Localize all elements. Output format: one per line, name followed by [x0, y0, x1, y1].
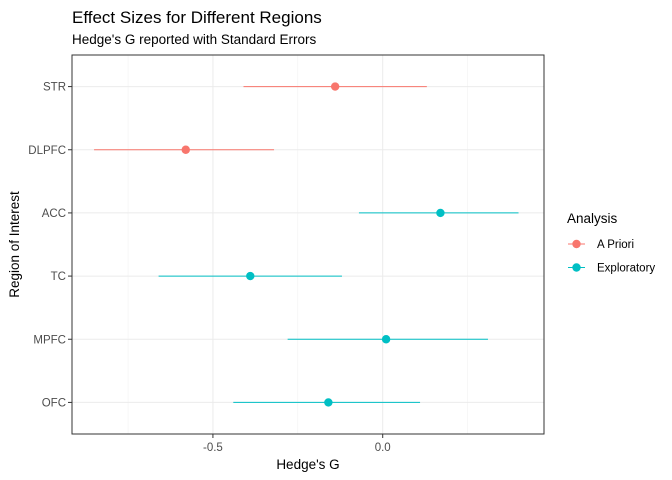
point-mpfc: [381, 335, 391, 344]
point-dlpfc: [181, 145, 190, 154]
y-tick-label-acc: ACC: [42, 208, 66, 220]
y-tick-label-mpfc: MPFC: [33, 334, 66, 346]
y-tick-label-str: STR: [43, 82, 66, 94]
legend-key-point: [572, 263, 581, 272]
y-tick-label-dlpfc: DLPFC: [28, 145, 66, 157]
legend-title: Analysis: [567, 211, 618, 226]
plot-marks: [94, 82, 519, 407]
x-tick-label: -0.5: [203, 442, 223, 454]
legend-label: Exploratory: [597, 263, 655, 275]
x-tick-label: 0.0: [375, 442, 391, 454]
y-tick-label-tc: TC: [51, 271, 66, 283]
legend: Analysis A Priori Exploratory: [567, 211, 655, 275]
axes: -0.5 0.0 STR DLPFC ACC TC MPFC OFC: [28, 82, 390, 454]
chart-title: Effect Sizes for Different Regions: [72, 8, 322, 27]
legend-key-point: [572, 239, 581, 249]
point-str: [330, 82, 340, 91]
plot-panel-border: [71, 54, 545, 435]
point-tc: [246, 271, 255, 281]
gridlines: [72, 55, 544, 434]
point-acc: [436, 208, 445, 218]
point-ofc: [324, 398, 333, 407]
y-tick-label-ofc: OFC: [42, 397, 66, 409]
legend-label: A Priori: [597, 239, 634, 251]
y-axis-title: Region of Interest: [7, 191, 22, 298]
x-axis-title: Hedge's G: [276, 457, 339, 472]
chart-subtitle: Hedge's G reported with Standard Errors: [72, 32, 316, 47]
